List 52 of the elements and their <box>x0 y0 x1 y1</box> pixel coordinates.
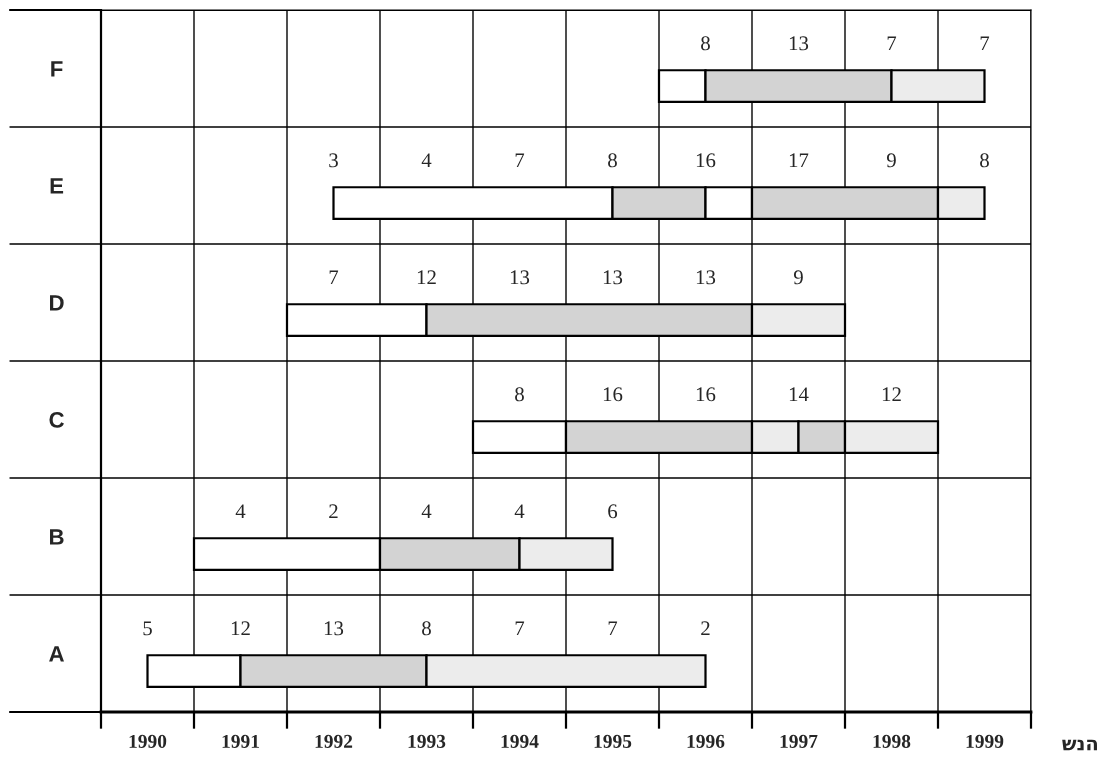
annotation: 3 <box>329 153 338 168</box>
x-tick-label: 1990 <box>129 734 167 748</box>
annotation: 8 <box>422 621 431 636</box>
annotation: 13 <box>510 270 530 285</box>
annotation: 4 <box>514 504 525 519</box>
x-tick-label: 1993 <box>408 734 446 748</box>
annotation: 13 <box>696 270 716 285</box>
annotation: 2 <box>329 504 338 519</box>
x-tick-label: 1991 <box>222 734 259 748</box>
x-tick-label: 1999 <box>966 734 1004 748</box>
annotation: 12 <box>882 387 901 402</box>
y-tick-label: A <box>49 646 64 662</box>
x-tick-label: 1995 <box>594 734 632 748</box>
annotation: 13 <box>324 621 344 636</box>
annotation: 9 <box>793 270 803 285</box>
x-tick-label: 1997 <box>780 734 818 748</box>
annotation: 8 <box>701 36 710 51</box>
x-tick-label: 1992 <box>315 734 353 748</box>
annotation: 4 <box>421 153 432 168</box>
x-axis-title: שנה <box>1062 739 1097 751</box>
annotation: 13 <box>603 270 623 285</box>
annotation: 8 <box>608 153 617 168</box>
annotation: 12 <box>417 270 436 285</box>
annotation: 2 <box>701 621 710 636</box>
annotation: 16 <box>603 387 623 402</box>
annotation: 16 <box>696 387 716 402</box>
y-tick-label: F <box>51 61 63 77</box>
y-tick-label: D <box>50 295 64 311</box>
y-tick-label: C <box>49 412 64 428</box>
x-tick-label: 1994 <box>501 734 539 748</box>
x-tick-label: 1998 <box>873 734 911 748</box>
annotation: 8 <box>515 387 524 402</box>
annotation: 4 <box>421 504 432 519</box>
annotation: 12 <box>231 621 250 636</box>
annotation: 7 <box>608 621 618 636</box>
annotation: 13 <box>789 36 809 51</box>
annotation: 7 <box>329 270 339 285</box>
x-tick-label: 1996 <box>687 734 725 748</box>
annotation: 7 <box>980 36 990 51</box>
annotation: 9 <box>886 153 896 168</box>
annotation: 8 <box>980 153 989 168</box>
y-tick-label: B <box>50 529 64 545</box>
annotation: 7 <box>515 153 525 168</box>
annotation: 17 <box>789 153 809 168</box>
annotation: 6 <box>608 504 618 519</box>
annotation: 14 <box>789 387 809 402</box>
y-tick-label: E <box>50 178 64 194</box>
annotation: 4 <box>235 504 246 519</box>
annotation: 5 <box>143 621 152 636</box>
annotation: 7 <box>887 36 897 51</box>
annotation: 16 <box>696 153 716 168</box>
annotation: 7 <box>515 621 525 636</box>
